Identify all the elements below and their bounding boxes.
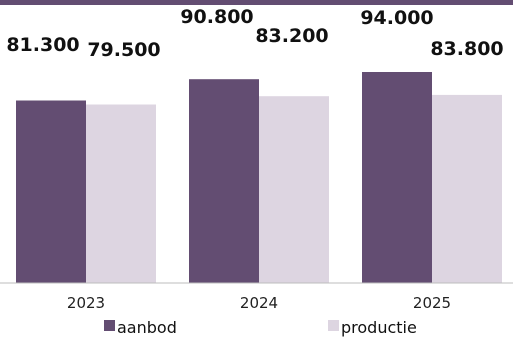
legend-swatch-aanbod	[104, 320, 115, 331]
bar-aanbod-2024	[189, 79, 259, 283]
data-label-aanbod-2025: 94.000	[360, 7, 433, 29]
bar-productie-2024	[259, 96, 329, 283]
data-label-aanbod-2023: 81.300	[6, 34, 79, 56]
data-label-aanbod-2024: 90.800	[180, 6, 253, 28]
bar-aanbod-2023	[16, 100, 86, 283]
x-tick-label-2024: 2024	[240, 294, 278, 312]
legend-label-productie: productie	[341, 318, 417, 337]
x-tick-label-2023: 2023	[67, 294, 105, 312]
x-tick-label-2025: 2025	[413, 294, 451, 312]
top-band	[0, 0, 513, 5]
bar-aanbod-2025	[362, 72, 432, 283]
legend: aanbod productie	[104, 318, 417, 337]
legend-label-aanbod: aanbod	[117, 318, 177, 337]
bar-productie-2025	[432, 94, 502, 284]
data-label-productie-2025: 83.800	[430, 38, 503, 60]
data-label-productie-2023: 79.500	[87, 39, 160, 61]
x-tick-labels: 2023 2024 2025	[67, 294, 451, 312]
legend-swatch-productie	[328, 320, 339, 331]
bar-productie-2023	[86, 104, 156, 283]
data-label-productie-2024: 83.200	[255, 25, 328, 47]
bars-layer	[16, 72, 502, 284]
